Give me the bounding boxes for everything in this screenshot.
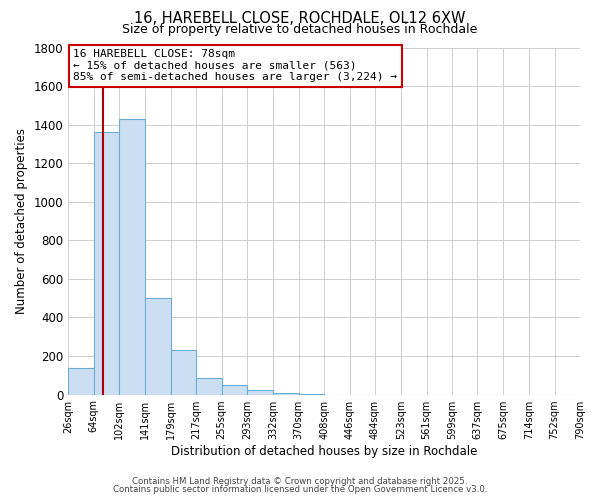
Text: 16, HAREBELL CLOSE, ROCHDALE, OL12 6XW: 16, HAREBELL CLOSE, ROCHDALE, OL12 6XW	[134, 11, 466, 26]
X-axis label: Distribution of detached houses by size in Rochdale: Distribution of detached houses by size …	[171, 444, 477, 458]
Text: Size of property relative to detached houses in Rochdale: Size of property relative to detached ho…	[122, 22, 478, 36]
Bar	[170, 350, 196, 395]
Bar	[196, 378, 221, 394]
Y-axis label: Number of detached properties: Number of detached properties	[15, 128, 28, 314]
Bar	[145, 298, 170, 394]
Bar	[94, 132, 119, 394]
Text: 16 HAREBELL CLOSE: 78sqm
← 15% of detached houses are smaller (563)
85% of semi-: 16 HAREBELL CLOSE: 78sqm ← 15% of detach…	[73, 49, 397, 82]
Bar	[119, 119, 145, 394]
Bar	[68, 368, 94, 394]
Bar	[273, 392, 299, 394]
Text: Contains HM Land Registry data © Crown copyright and database right 2025.: Contains HM Land Registry data © Crown c…	[132, 477, 468, 486]
Bar	[221, 385, 247, 394]
Text: Contains public sector information licensed under the Open Government Licence v3: Contains public sector information licen…	[113, 485, 487, 494]
Bar	[247, 390, 273, 394]
